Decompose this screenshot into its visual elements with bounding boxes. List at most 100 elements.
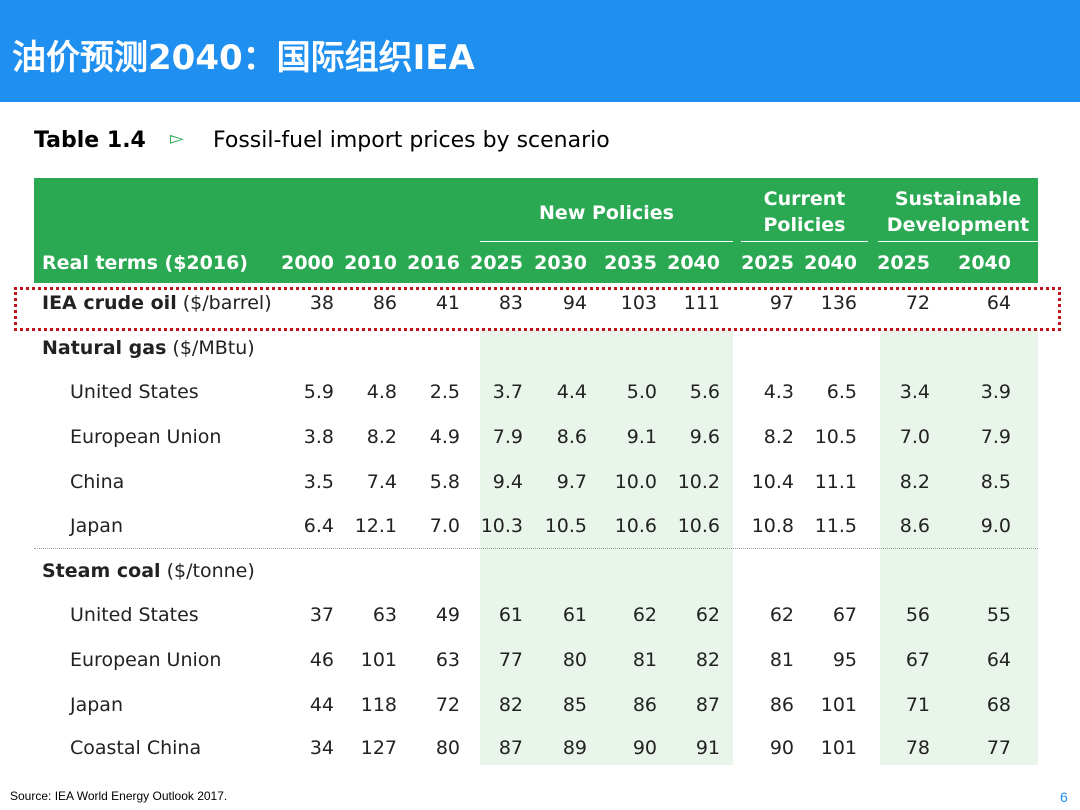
group-header: New Policies <box>539 202 674 224</box>
column-header: 2025 <box>470 252 523 274</box>
cell-value: 10.5 <box>814 426 857 448</box>
cell-value: 91 <box>695 737 720 759</box>
cell-value: 9.7 <box>556 471 587 493</box>
cell-value: 67 <box>832 604 857 626</box>
highlight-box <box>14 287 1061 331</box>
cell-value: 3.8 <box>303 426 334 448</box>
cell-value: 5.9 <box>303 381 334 403</box>
shade-sustainable <box>880 330 1038 765</box>
column-header: 2010 <box>344 252 397 274</box>
cell-value: 61 <box>498 604 523 626</box>
corner-header: Real terms ($2016) <box>42 252 248 274</box>
section-divider <box>34 548 1038 549</box>
cell-value: 9.4 <box>492 471 523 493</box>
column-header: 2025 <box>877 252 930 274</box>
cell-value: 90 <box>769 737 794 759</box>
page-number: 6 <box>1060 789 1068 805</box>
column-header: 2040 <box>804 252 857 274</box>
row-label: European Union <box>70 426 222 448</box>
cell-value: 7.4 <box>366 471 397 493</box>
cell-value: 68 <box>986 694 1011 716</box>
cell-value: 10.2 <box>677 471 720 493</box>
cell-value: 80 <box>562 649 587 671</box>
column-header: 2016 <box>407 252 460 274</box>
cell-value: 103 <box>620 292 657 314</box>
row-label: China <box>70 471 125 493</box>
cell-value: 3.5 <box>303 471 334 493</box>
cell-value: 81 <box>632 649 657 671</box>
cell-value: 34 <box>309 737 334 759</box>
cell-value: 6.4 <box>303 515 334 537</box>
cell-value: 11.5 <box>814 515 857 537</box>
group-header: Current Policies <box>763 188 846 236</box>
cell-value: 7.0 <box>429 515 460 537</box>
column-header: 2000 <box>281 252 334 274</box>
cell-value: 10.8 <box>751 515 794 537</box>
title-bar <box>0 0 1080 102</box>
cell-value: 101 <box>820 737 857 759</box>
column-header: 2040 <box>958 252 1011 274</box>
cell-value: 3.7 <box>492 381 523 403</box>
cell-value: 64 <box>986 649 1011 671</box>
cell-value: 87 <box>498 737 523 759</box>
cell-value: 8.2 <box>763 426 794 448</box>
column-header: 2025 <box>741 252 794 274</box>
cell-value: 118 <box>360 694 397 716</box>
cell-value: 6.5 <box>826 381 857 403</box>
cell-value: 44 <box>309 694 334 716</box>
group-rule <box>878 241 1038 242</box>
column-header: 2035 <box>604 252 657 274</box>
table-caption: Fossil-fuel import prices by scenario <box>213 128 610 153</box>
cell-value: 77 <box>498 649 523 671</box>
cell-value: 83 <box>498 292 523 314</box>
cell-value: 77 <box>986 737 1011 759</box>
cell-value: 5.6 <box>689 381 720 403</box>
row-unit: ($/barrel) <box>176 292 272 314</box>
cell-value: 72 <box>905 292 930 314</box>
cell-value: 64 <box>986 292 1011 314</box>
cell-value: 61 <box>562 604 587 626</box>
group-rule <box>480 241 733 242</box>
cell-value: 82 <box>695 649 720 671</box>
column-header: 2030 <box>534 252 587 274</box>
cell-value: 46 <box>309 649 334 671</box>
cell-value: 136 <box>820 292 857 314</box>
cell-value: 38 <box>309 292 334 314</box>
cell-value: 86 <box>632 694 657 716</box>
cell-value: 82 <box>498 694 523 716</box>
row-label: European Union <box>70 649 222 671</box>
cell-value: 80 <box>435 737 460 759</box>
cell-value: 10.5 <box>544 515 587 537</box>
row-label: Natural gas ($/MBtu) <box>42 337 255 359</box>
cell-value: 3.9 <box>980 381 1011 403</box>
cell-value: 62 <box>632 604 657 626</box>
cell-value: 97 <box>769 292 794 314</box>
cell-value: 4.4 <box>556 381 587 403</box>
cell-value: 86 <box>372 292 397 314</box>
row-label: Coastal China <box>70 737 202 759</box>
cell-value: 85 <box>562 694 587 716</box>
cell-value: 7.9 <box>980 426 1011 448</box>
cell-value: 41 <box>435 292 460 314</box>
cell-value: 37 <box>309 604 334 626</box>
cell-value: 62 <box>769 604 794 626</box>
cell-value: 90 <box>632 737 657 759</box>
cell-value: 4.8 <box>366 381 397 403</box>
row-label: Japan <box>70 694 123 716</box>
cell-value: 10.6 <box>614 515 657 537</box>
cell-value: 101 <box>820 694 857 716</box>
source-note: Source: IEA World Energy Outlook 2017. <box>10 789 228 803</box>
cell-value: 87 <box>695 694 720 716</box>
row-unit: ($/tonne) <box>160 560 255 582</box>
cell-value: 10.4 <box>751 471 794 493</box>
row-label: United States <box>70 604 199 626</box>
cell-value: 8.5 <box>980 471 1011 493</box>
shade-new-policies <box>480 330 733 765</box>
arrow-icon: ▻ <box>170 128 184 149</box>
cell-value: 111 <box>683 292 720 314</box>
row-label: Japan <box>70 515 123 537</box>
cell-value: 4.3 <box>763 381 794 403</box>
cell-value: 78 <box>905 737 930 759</box>
cell-value: 89 <box>562 737 587 759</box>
